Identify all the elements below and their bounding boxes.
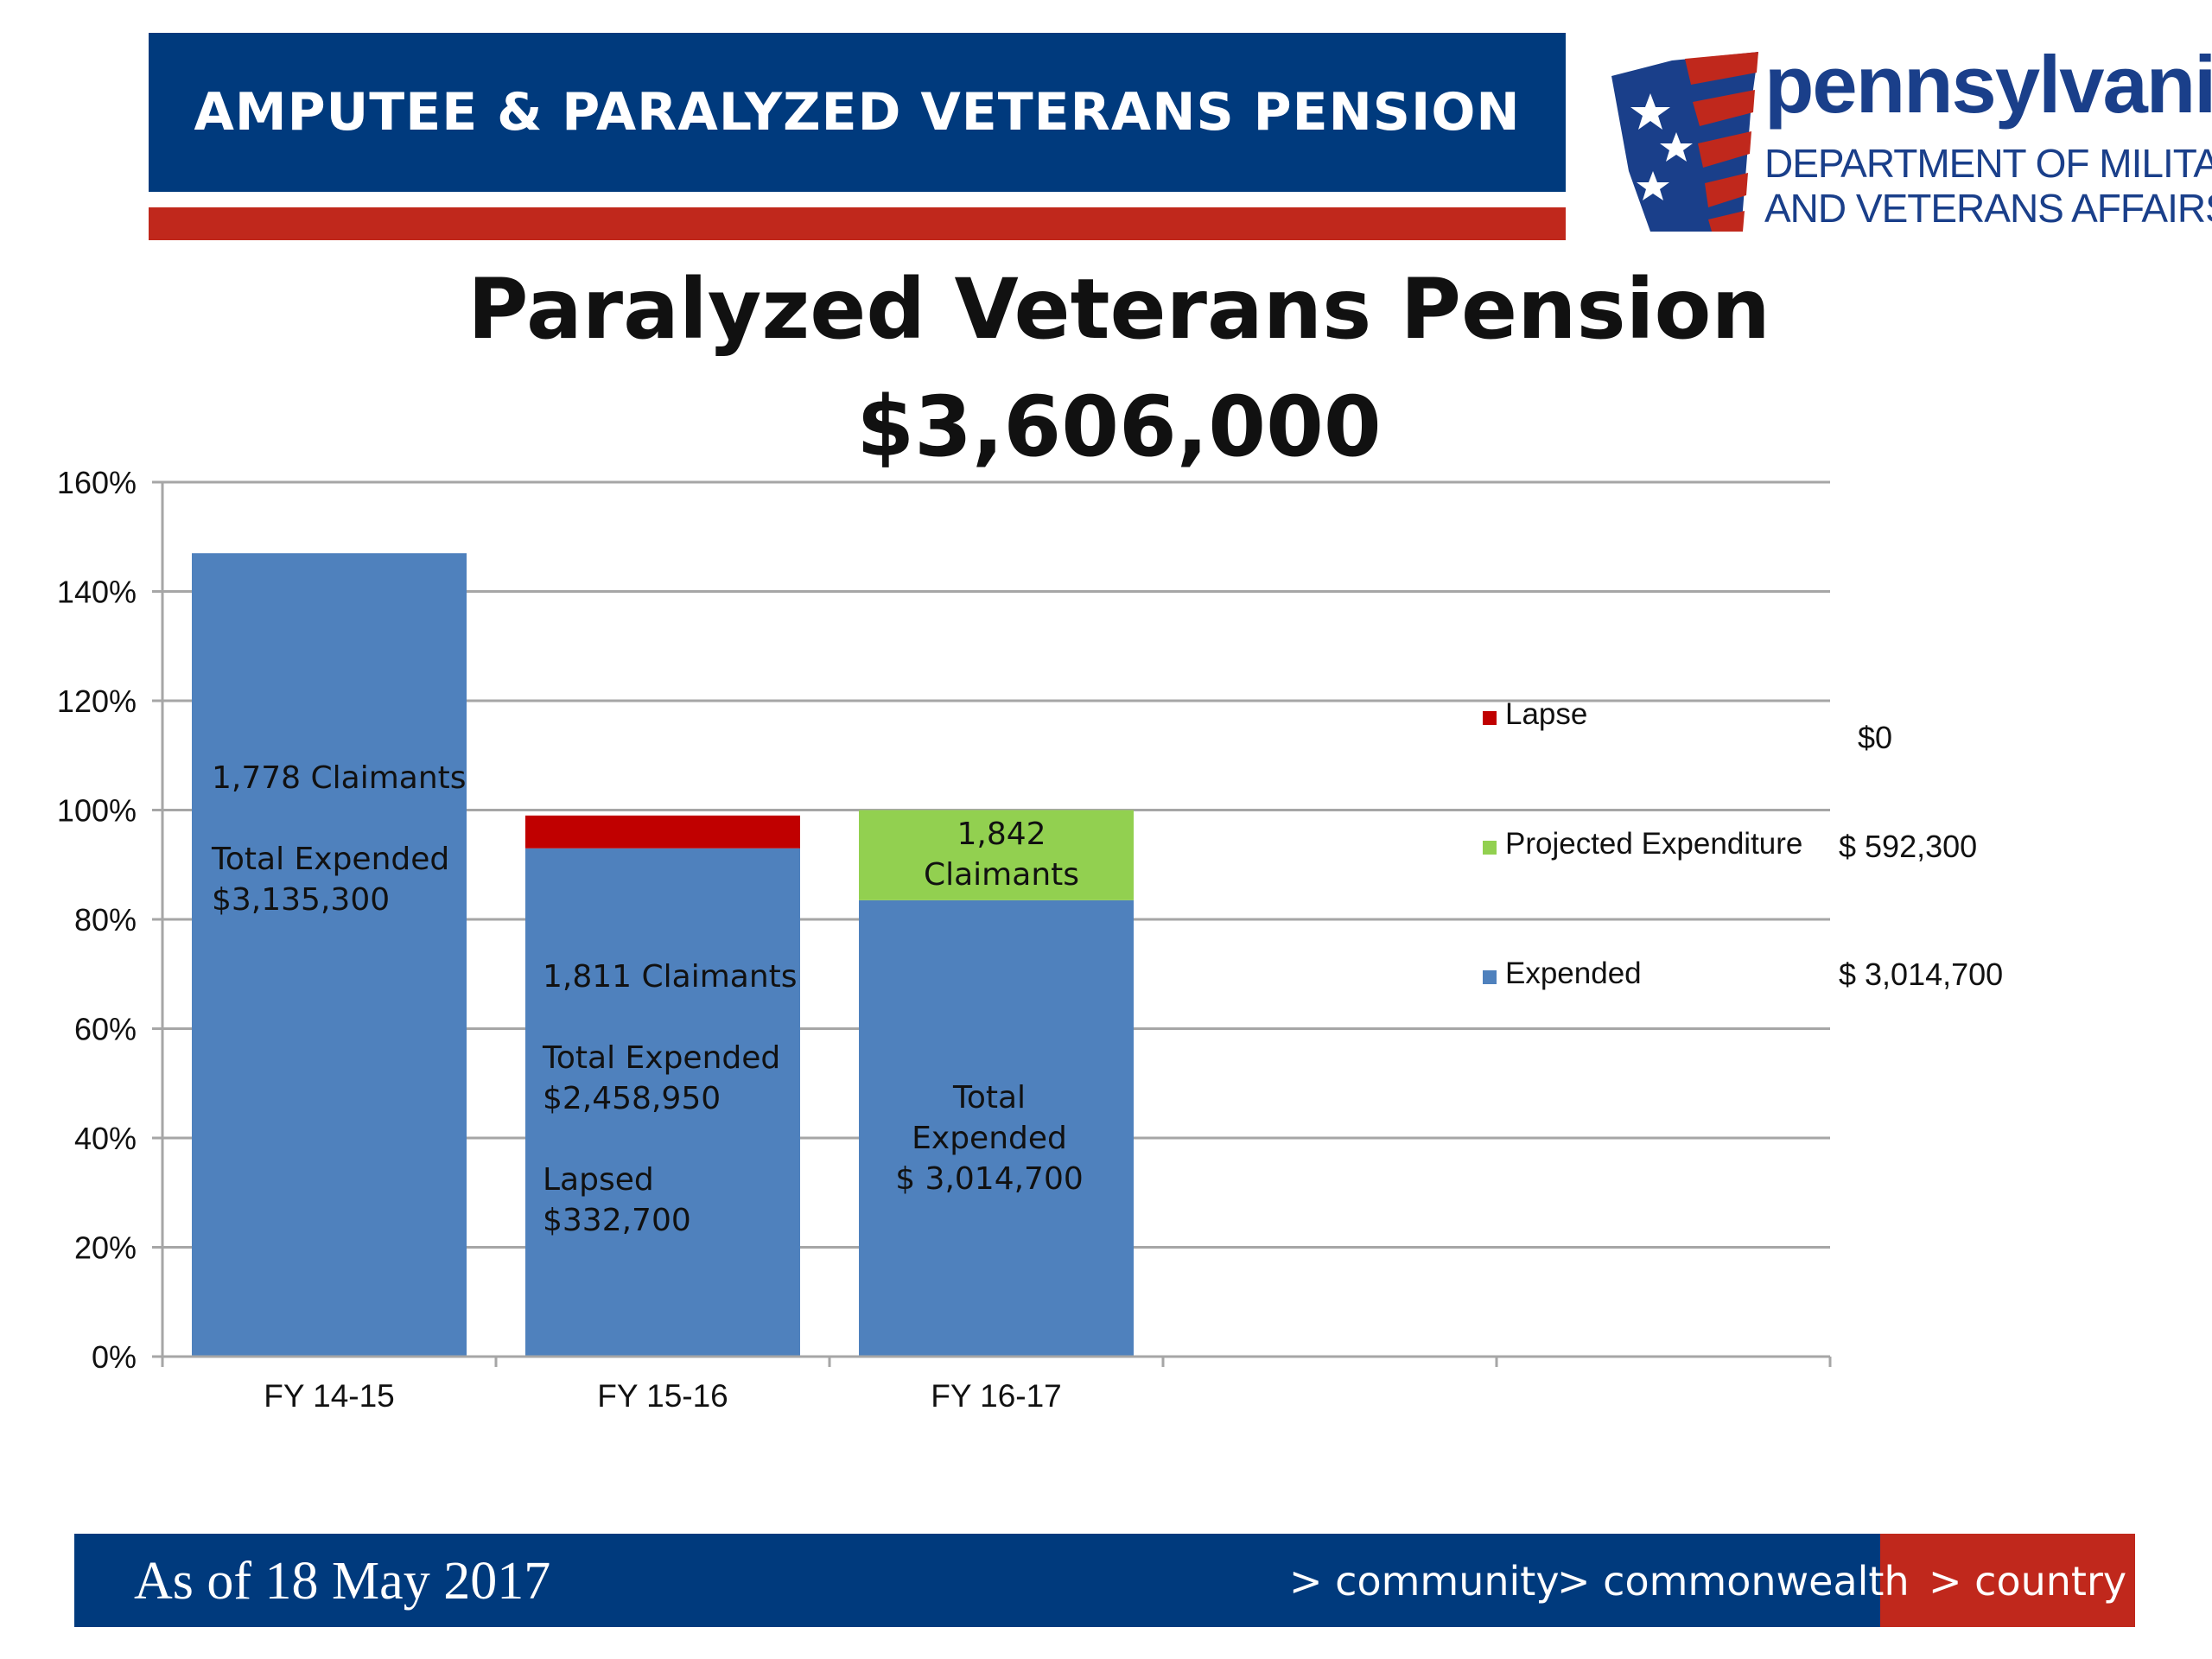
y-tick-label: 80% [74, 902, 137, 938]
chart-subtitle: $3,606,000 [856, 378, 1382, 475]
footer-link-community[interactable]: > community [1289, 1558, 1560, 1605]
bar-projected-expenditure [859, 810, 1134, 900]
bars [192, 553, 1134, 1357]
y-tick-label: 40% [74, 1121, 137, 1156]
logo-wordmark: pennsylvania [1764, 39, 2212, 130]
annotation-fy1617-projected: Claimants [924, 857, 1079, 893]
footer-red-block [1880, 1534, 2135, 1627]
annotation-fy1516: 1,811 Claimants [543, 959, 798, 995]
header-title: AMPUTEE & PARALYZED VETERANS PENSION [194, 82, 1521, 143]
footer-date: As of 18 May 2017 [134, 1552, 551, 1611]
bar-annotations: 1,778 Claimants Total Expended $3,135,300 1… [211, 760, 1084, 1238]
y-tick-label: 20% [74, 1230, 137, 1266]
annotation-fy1617-expended: Expended [912, 1121, 1067, 1156]
x-tick-label: FY 14-15 [264, 1378, 395, 1414]
pennsylvania-keystone-flag-icon [1611, 52, 1758, 232]
legend-label: Expended [1505, 957, 1642, 990]
legend-amount: $ 592,300 [1839, 829, 1977, 864]
header-red-stripe [149, 207, 1566, 240]
legend-label: Lapse [1505, 697, 1587, 731]
logo-subtitle-line-2: AND VETERANS AFFAIRS [1764, 186, 2212, 231]
stacked-bar-chart: 0% 20% 40% 60% 80% 100% 120% 140% 160% FY 14-15 FY… [57, 465, 2003, 1414]
annotation-fy1617-projected: 1,842 [957, 817, 1046, 852]
axes: 0% 20% 40% 60% 80% 100% 120% 140% 160% FY 14-15 FY… [57, 465, 1832, 1414]
y-tick-label: 0% [92, 1339, 137, 1375]
bar-expended [192, 553, 467, 1357]
annotation-fy1516: Total Expended [542, 1040, 780, 1076]
logo-subtitle-line-1: DEPARTMENT OF MILITARY [1764, 141, 2212, 186]
chart-title: Paralyzed Veterans Pension [467, 261, 1770, 358]
header-band [149, 33, 1566, 192]
legend-swatch [1483, 841, 1497, 855]
y-tick-label: 160% [57, 465, 137, 500]
annotation-fy1415: $3,135,300 [212, 882, 390, 918]
legend-amount: $ 3,014,700 [1839, 957, 2003, 992]
legend-swatch [1483, 711, 1497, 725]
legend-label: Projected Expenditure [1505, 827, 1802, 861]
y-tick-label: 60% [74, 1012, 137, 1047]
x-tick-label: FY 15-16 [597, 1378, 728, 1414]
bar-lapse [525, 815, 800, 849]
annotation-fy1516: Lapsed [543, 1162, 654, 1198]
annotation-fy1617-expended: $ 3,014,700 [895, 1161, 1084, 1197]
legend: Lapse $0 Projected Expenditure $ 592,300 Exp… [1483, 697, 2003, 992]
legend-swatch [1483, 970, 1497, 984]
chart-title-block: Paralyzed Veterans Pension $3,606,000 [346, 251, 1892, 486]
bar-expended [525, 848, 800, 1357]
annotation-fy1617-expended: Total [952, 1080, 1026, 1116]
bar-expended [859, 899, 1134, 1357]
footer-link-commonwealth[interactable]: > commonwealth [1557, 1558, 1910, 1605]
footer-link-country[interactable]: > country [1929, 1558, 2127, 1605]
x-tick-label: FY 16-17 [931, 1378, 1062, 1414]
legend-amount: $0 [1858, 720, 1892, 755]
y-tick-label: 100% [57, 793, 137, 829]
y-tick-label: 140% [57, 575, 137, 610]
annotation-fy1516: $2,458,950 [543, 1081, 721, 1116]
annotation-fy1415: Total Expended [211, 842, 449, 877]
annotation-fy1415: 1,778 Claimants [212, 760, 467, 796]
footer-band [74, 1534, 2135, 1627]
annotation-fy1516: $332,700 [543, 1203, 691, 1238]
y-tick-label: 120% [57, 683, 137, 719]
